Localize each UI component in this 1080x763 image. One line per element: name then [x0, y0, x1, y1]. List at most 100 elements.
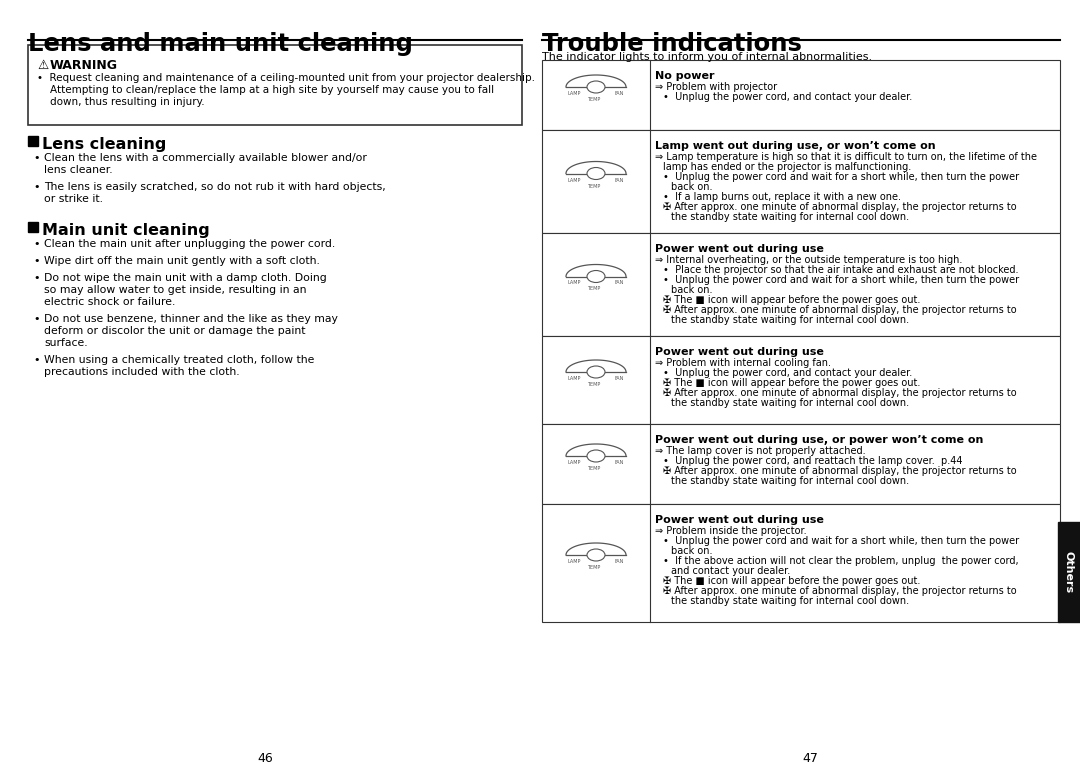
Text: deform or discolor the unit or damage the paint: deform or discolor the unit or damage th…	[44, 326, 306, 336]
Text: ✠ The ■ icon will appear before the power goes out.: ✠ The ■ icon will appear before the powe…	[663, 576, 920, 586]
Text: or strike it.: or strike it.	[44, 194, 103, 204]
Text: •  Request cleaning and maintenance of a ceiling-mounted unit from your projecto: • Request cleaning and maintenance of a …	[37, 73, 535, 83]
Ellipse shape	[588, 549, 605, 561]
Text: precautions included with the cloth.: precautions included with the cloth.	[44, 367, 240, 377]
Text: TEMP: TEMP	[588, 286, 600, 291]
Text: Others: Others	[1064, 551, 1074, 593]
Text: ✠ After approx. one minute of abnormal display, the projector returns to: ✠ After approx. one minute of abnormal d…	[663, 586, 1016, 596]
Text: FAN: FAN	[615, 281, 624, 285]
Text: ✠ After approx. one minute of abnormal display, the projector returns to: ✠ After approx. one minute of abnormal d…	[663, 305, 1016, 315]
Text: •: •	[33, 273, 40, 283]
Text: TEMP: TEMP	[588, 382, 600, 387]
Text: TEMP: TEMP	[588, 565, 600, 570]
Text: •  Unplug the power cord, and contact your dealer.: • Unplug the power cord, and contact you…	[663, 92, 913, 102]
Ellipse shape	[588, 81, 605, 93]
Bar	[542, 60, 1059, 130]
Ellipse shape	[588, 271, 605, 282]
Text: FAN: FAN	[615, 376, 624, 381]
Text: Clean the lens with a commercially available blower and/or: Clean the lens with a commercially avail…	[44, 153, 367, 163]
Text: LAMP: LAMP	[568, 376, 581, 381]
Bar	[542, 424, 1059, 504]
Text: LAMP: LAMP	[568, 281, 581, 285]
Text: ⇒ Lamp temperature is high so that it is difficult to turn on, the lifetime of t: ⇒ Lamp temperature is high so that it is…	[654, 152, 1037, 162]
Text: •: •	[33, 256, 40, 266]
Bar	[542, 233, 1059, 336]
Text: back on.: back on.	[671, 182, 713, 192]
Text: the standby state waiting for internal cool down.: the standby state waiting for internal c…	[671, 315, 909, 325]
Bar	[28, 45, 522, 125]
Text: •: •	[33, 153, 40, 163]
Text: •: •	[33, 182, 40, 192]
Text: Power went out during use: Power went out during use	[654, 347, 824, 357]
Bar	[28, 136, 38, 146]
Text: back on.: back on.	[671, 546, 713, 556]
Text: lamp has ended or the projector is malfunctioning.: lamp has ended or the projector is malfu…	[663, 162, 912, 172]
Text: Lamp went out during use, or won’t come on: Lamp went out during use, or won’t come …	[654, 141, 935, 151]
Text: TEMP: TEMP	[588, 466, 600, 471]
Ellipse shape	[588, 366, 605, 378]
Text: back on.: back on.	[671, 285, 713, 295]
Text: •  Unplug the power cord, and contact your dealer.: • Unplug the power cord, and contact you…	[663, 368, 913, 378]
Text: •: •	[33, 239, 40, 249]
Text: Power went out during use, or power won’t come on: Power went out during use, or power won’…	[654, 435, 984, 445]
Text: Do not wipe the main unit with a damp cloth. Doing: Do not wipe the main unit with a damp cl…	[44, 273, 327, 283]
Text: Clean the main unit after unplugging the power cord.: Clean the main unit after unplugging the…	[44, 239, 335, 249]
Text: •  If the above action will not clear the problem, unplug  the power cord,: • If the above action will not clear the…	[663, 556, 1018, 566]
Text: FAN: FAN	[615, 559, 624, 564]
Text: ⇒ The lamp cover is not properly attached.: ⇒ The lamp cover is not properly attache…	[654, 446, 866, 456]
Text: 47: 47	[802, 752, 818, 763]
Text: •  If a lamp burns out, replace it with a new one.: • If a lamp burns out, replace it with a…	[663, 192, 901, 202]
Text: down, thus resulting in injury.: down, thus resulting in injury.	[37, 97, 204, 107]
Text: •  Unplug the power cord and wait for a short while, then turn the power: • Unplug the power cord and wait for a s…	[663, 172, 1020, 182]
Text: When using a chemically treated cloth, follow the: When using a chemically treated cloth, f…	[44, 355, 314, 365]
Text: •  Unplug the power cord, and reattach the lamp cover.  p.44: • Unplug the power cord, and reattach th…	[663, 456, 962, 466]
Text: ⇒ Internal overheating, or the outside temperature is too high.: ⇒ Internal overheating, or the outside t…	[654, 255, 962, 265]
Text: ✠ After approx. one minute of abnormal display, the projector returns to: ✠ After approx. one minute of abnormal d…	[663, 388, 1016, 398]
Text: LAMP: LAMP	[568, 559, 581, 564]
Text: Wipe dirt off the main unit gently with a soft cloth.: Wipe dirt off the main unit gently with …	[44, 256, 320, 266]
Ellipse shape	[588, 450, 605, 462]
Bar	[28, 222, 38, 232]
Text: FAN: FAN	[615, 460, 624, 465]
Text: ✠ The ■ icon will appear before the power goes out.: ✠ The ■ icon will appear before the powe…	[663, 378, 920, 388]
Text: ⇒ Problem with projector: ⇒ Problem with projector	[654, 82, 778, 92]
Text: the standby state waiting for internal cool down.: the standby state waiting for internal c…	[671, 398, 909, 408]
Text: the standby state waiting for internal cool down.: the standby state waiting for internal c…	[671, 596, 909, 606]
Text: TEMP: TEMP	[588, 183, 600, 188]
Text: •  Unplug the power cord and wait for a short while, then turn the power: • Unplug the power cord and wait for a s…	[663, 536, 1020, 546]
Text: ✠ After approx. one minute of abnormal display, the projector returns to: ✠ After approx. one minute of abnormal d…	[663, 466, 1016, 476]
Text: The lens is easily scratched, so do not rub it with hard objects,: The lens is easily scratched, so do not …	[44, 182, 386, 192]
Text: •: •	[33, 355, 40, 365]
Text: the standby state waiting for internal cool down.: the standby state waiting for internal c…	[671, 212, 909, 222]
Text: WARNING: WARNING	[50, 59, 118, 72]
Text: The indicator lights to inform you of internal abnormalities.: The indicator lights to inform you of in…	[542, 52, 873, 62]
Text: •  Place the projector so that the air intake and exhaust are not blocked.: • Place the projector so that the air in…	[663, 265, 1018, 275]
Text: lens cleaner.: lens cleaner.	[44, 165, 112, 175]
Text: LAMP: LAMP	[568, 460, 581, 465]
Text: and contact your dealer.: and contact your dealer.	[671, 566, 791, 576]
Text: FAN: FAN	[615, 91, 624, 96]
Text: Do not use benzene, thinner and the like as they may: Do not use benzene, thinner and the like…	[44, 314, 338, 324]
Text: No power: No power	[654, 71, 715, 81]
Text: •: •	[33, 314, 40, 324]
Text: the standby state waiting for internal cool down.: the standby state waiting for internal c…	[671, 476, 909, 486]
Text: Power went out during use: Power went out during use	[654, 515, 824, 525]
Bar	[542, 504, 1059, 622]
Bar	[542, 130, 1059, 233]
Text: Trouble indications: Trouble indications	[542, 32, 801, 56]
Text: ✠ The ■ icon will appear before the power goes out.: ✠ The ■ icon will appear before the powe…	[663, 295, 920, 305]
Text: Lens and main unit cleaning: Lens and main unit cleaning	[28, 32, 413, 56]
Text: •  Unplug the power cord and wait for a short while, then turn the power: • Unplug the power cord and wait for a s…	[663, 275, 1020, 285]
Text: LAMP: LAMP	[568, 178, 581, 182]
Text: ✠ After approx. one minute of abnormal display, the projector returns to: ✠ After approx. one minute of abnormal d…	[663, 202, 1016, 212]
Text: LAMP: LAMP	[568, 91, 581, 96]
Text: so may allow water to get inside, resulting in an: so may allow water to get inside, result…	[44, 285, 307, 295]
Text: 46: 46	[257, 752, 273, 763]
Text: ⇒ Problem inside the projector.: ⇒ Problem inside the projector.	[654, 526, 807, 536]
Text: Main unit cleaning: Main unit cleaning	[42, 223, 210, 238]
Ellipse shape	[588, 168, 605, 179]
Text: FAN: FAN	[615, 178, 624, 182]
Text: surface.: surface.	[44, 338, 87, 348]
Text: Power went out during use: Power went out during use	[654, 244, 824, 254]
Bar	[542, 336, 1059, 424]
